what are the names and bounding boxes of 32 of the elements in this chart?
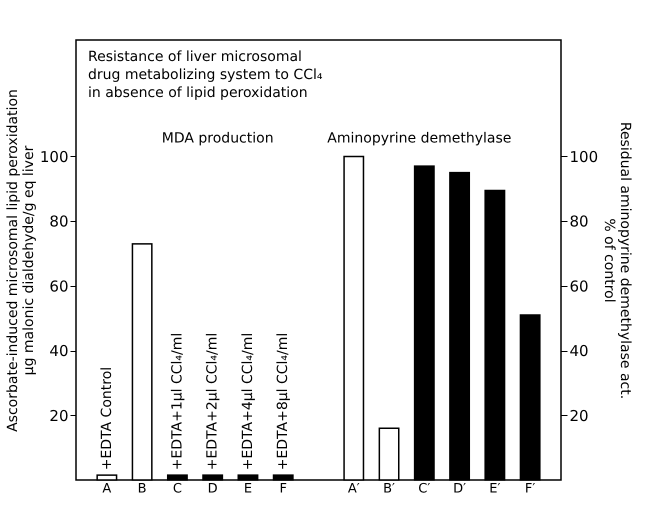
x-tick-label: A′: [348, 482, 360, 496]
y2-tick-label: 40: [570, 342, 589, 360]
x-tick-label: D: [208, 482, 218, 496]
y2-tick-label: 100: [570, 148, 598, 166]
y2-tick-label: 20: [570, 406, 589, 425]
annotation: MDA production: [162, 130, 274, 147]
x-tick-label: C′: [418, 482, 430, 496]
x-tick-label: B′: [383, 482, 396, 496]
text: Resistance of liver microsomal drug metabolizing system to CCl₄ in absence of lipid peroxidation: [88, 49, 323, 101]
x-tick-label: E′: [489, 482, 500, 496]
x-tick-label: D′: [453, 482, 466, 496]
y-tick-label: 20: [49, 406, 68, 425]
x-tick-label: B: [138, 482, 147, 496]
x-tick-label: E: [244, 482, 252, 496]
annotation: +EDTA+1µl CCl₄/ml: [169, 332, 186, 470]
y-tick-label: 40: [49, 342, 68, 360]
y2-tick-label: 80: [570, 212, 589, 231]
y-tick-label: 60: [49, 277, 68, 296]
y2-tick-label: 60: [570, 277, 589, 296]
annotation: Aminopyrine demethylase: [327, 130, 512, 147]
y-axis-title: Ascorbate-induced microsomal lipid peroxidation µg malonic dialdehyde/g eq liver: [4, 89, 37, 432]
y-tick-label: 80: [49, 212, 68, 231]
annotation: +EDTA+4µl CCl₄/ml: [240, 332, 256, 470]
annotation: +EDTA+2µl CCl₄/ml: [204, 332, 221, 470]
y-tick-label: 100: [40, 148, 68, 166]
x-tick-label: A: [102, 482, 112, 496]
y2-axis-title: Residual aminopyrine demethylase act. % of control: [601, 122, 634, 400]
x-tick-label: F′: [524, 482, 536, 496]
annotation: +EDTA+8µl CCl₄/ml: [275, 332, 292, 470]
x-tick-label: F: [279, 482, 287, 496]
annotation: +EDTA Control: [98, 366, 115, 470]
x-tick-label: C: [172, 482, 182, 496]
